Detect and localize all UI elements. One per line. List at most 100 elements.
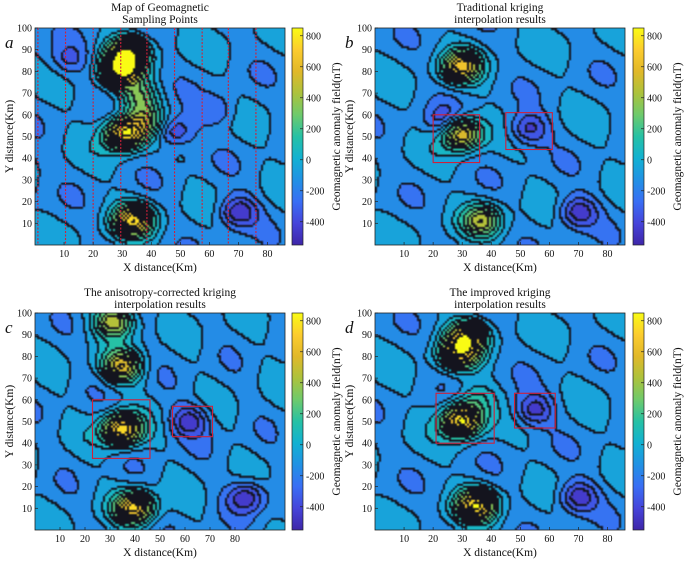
chart-title-line: The improved kriging [450,287,551,299]
panel-c: 10 20 30 40 50 60 70 80 10 20 30 40 50 60 70 80 90 100 X d… [4,287,343,559]
y-tick-label: 80 [362,352,372,363]
panel-b: 10 20 30 40 50 60 70 80 10 20 30 40 50 60 70 80 90 100 X d… [344,2,684,274]
y-tick-label: 50 [362,132,372,143]
y-tick-label: 80 [22,67,32,78]
colorbar-tick-label: 600 [306,62,321,73]
y-tick-label: 30 [362,175,372,186]
x-tick-label: 50 [155,534,165,545]
x-tick-label: 80 [603,249,613,260]
y-tick-label: 40 [362,154,372,165]
y-tick-label: 90 [362,330,372,341]
colorbar-label: Geomagnetic anomaly field(nT) [672,62,684,210]
colorbar-tick-label: 800 [306,316,321,327]
x-tick-label: 40 [146,249,156,260]
y-tick-label: 100 [357,309,372,320]
colorbar-tick-label: 400 [647,93,662,104]
x-axis-label: X distance(Km) [463,547,537,559]
x-tick-label: 50 [515,249,525,260]
panel-d: 10 20 30 40 50 60 70 80 10 20 30 40 50 60 70 80 90 100 X d… [344,287,684,559]
y-tick-label: 80 [362,67,372,78]
highlight-box [171,405,214,438]
y-tick-label: 100 [17,309,32,320]
highlight-box [91,399,151,459]
colorbar [291,27,304,246]
x-tick-label: 30 [457,534,467,545]
x-tick-label: 30 [105,534,115,545]
x-tick-label: 60 [544,249,554,260]
highlight-box [505,112,553,151]
colorbar-tick-label: 600 [647,62,662,73]
chart-title-line: Sampling Points [122,14,198,26]
x-tick-label: 80 [230,534,240,545]
panel-letter: b [345,33,354,52]
x-tick-label: 80 [603,534,613,545]
colorbar-tick-label: -400 [647,502,665,513]
y-tick-label: 10 [22,504,32,515]
colorbar-tick-label: 0 [306,440,311,451]
y-tick-label: 40 [22,439,32,450]
colorbar-tick-label: -400 [647,217,665,228]
x-tick-label: 60 [204,249,214,260]
y-axis-label: Y distance(Km) [4,100,16,174]
colorbar [632,312,645,531]
colorbar-tick-label: 0 [647,155,652,166]
x-tick-label: 60 [180,534,190,545]
x-tick-label: 50 [515,534,525,545]
x-axis-label: X distance(Km) [123,547,197,559]
colorbar-tick-label: 600 [306,347,321,358]
colorbar-tick-label: -200 [647,186,665,197]
x-tick-label: 10 [59,249,69,260]
y-tick-label: 80 [22,352,32,363]
x-tick-label: 10 [55,534,65,545]
y-tick-label: 70 [22,374,32,385]
colorbar-tick-label: -400 [306,502,324,513]
y-tick-label: 30 [22,175,32,186]
y-tick-label: 90 [22,330,32,341]
colorbar-tick-label: 200 [647,409,662,420]
x-tick-label: 20 [88,249,98,260]
y-tick-label: 90 [362,45,372,56]
colorbar-tick-label: 0 [647,440,652,451]
colorbar-tick-label: 600 [647,347,662,358]
x-tick-label: 50 [175,249,185,260]
x-tick-label: 70 [205,534,215,545]
y-tick-label: 10 [362,219,372,230]
colorbar-label: Geomagnetic anomaly field(nT) [331,62,343,210]
y-tick-label: 30 [22,460,32,471]
y-tick-label: 60 [362,395,372,406]
x-tick-label: 40 [486,534,496,545]
colorbar-tick-label: 400 [306,93,321,104]
y-tick-label: 10 [362,504,372,515]
x-tick-label: 10 [399,249,409,260]
chart-title-line: interpolation results [454,299,546,311]
y-tick-label: 50 [362,417,372,428]
y-tick-label: 60 [22,110,32,121]
chart-title-line: Traditional kriging [457,2,544,14]
x-tick-label: 10 [399,534,409,545]
x-tick-label: 20 [428,249,438,260]
y-tick-label: 100 [357,24,372,35]
colorbar-tick-label: 200 [306,409,321,420]
colorbar-tick-label: -200 [306,471,324,482]
y-tick-label: 40 [362,439,372,450]
heatmap-image [375,313,625,530]
x-tick-label: 30 [117,249,127,260]
x-tick-label: 70 [233,249,243,260]
colorbar [291,312,304,531]
x-tick-label: 70 [573,249,583,260]
colorbar-tick-label: 800 [306,31,321,42]
chart-title-line: The anisotropy-corrected kriging [84,287,236,299]
colorbar-tick-label: -200 [306,186,324,197]
x-tick-label: 40 [486,249,496,260]
y-tick-label: 70 [362,374,372,385]
x-tick-label: 40 [130,534,140,545]
y-tick-label: 40 [22,154,32,165]
x-tick-label: 20 [80,534,90,545]
colorbar-tick-label: 400 [306,378,321,389]
y-tick-label: 60 [22,395,32,406]
panel-letter: a [5,33,14,52]
y-tick-label: 70 [22,89,32,100]
y-axis-label: Y distance(Km) [4,385,16,459]
y-axis-label: Y distance(Km) [344,100,356,174]
